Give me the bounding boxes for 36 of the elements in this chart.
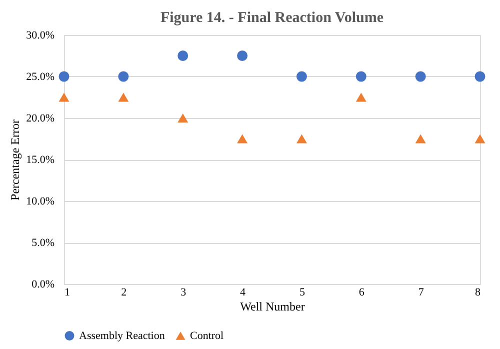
point: [58, 92, 70, 102]
x-tick-label: 6: [358, 286, 365, 298]
point: [356, 92, 366, 102]
x-tick-label: 1: [64, 286, 70, 298]
y-tick-label: 0.0%: [32, 278, 54, 290]
point: [474, 71, 486, 82]
point: [118, 92, 129, 102]
point: [237, 50, 248, 61]
y-tick-label: 30.0%: [26, 30, 54, 42]
x-tick-label: 8: [475, 286, 481, 298]
point: [415, 71, 426, 82]
point: [296, 71, 307, 82]
x-axis-title: Well Number: [240, 300, 305, 314]
point: [356, 71, 366, 82]
x-tick-label: 3: [180, 286, 187, 298]
point: [58, 71, 70, 82]
y-tick-label: 20.0%: [26, 112, 54, 124]
y-tick-label: 5.0%: [32, 237, 54, 249]
legend-label: Assembly Reaction: [79, 330, 166, 342]
x-tick-label: 4: [240, 286, 246, 298]
x-tick-label: 5: [299, 286, 306, 298]
x-tick-label: 7: [418, 286, 424, 298]
y-axis-title: Percentage Error: [8, 120, 22, 200]
point: [118, 71, 129, 82]
point: [415, 134, 426, 144]
point: [178, 50, 188, 61]
point: [474, 134, 486, 144]
chart-title: Figure 14. - Final Reaction Volume: [160, 10, 384, 26]
legend-label: Control: [190, 330, 224, 342]
x-tick-label: 2: [121, 286, 127, 298]
y-tick-label: 25.0%: [26, 71, 54, 83]
y-tick-label: 15.0%: [26, 154, 54, 166]
y-tick-label: 10.0%: [26, 196, 54, 208]
point: [178, 113, 188, 123]
point: [237, 134, 248, 144]
point: [296, 134, 307, 144]
